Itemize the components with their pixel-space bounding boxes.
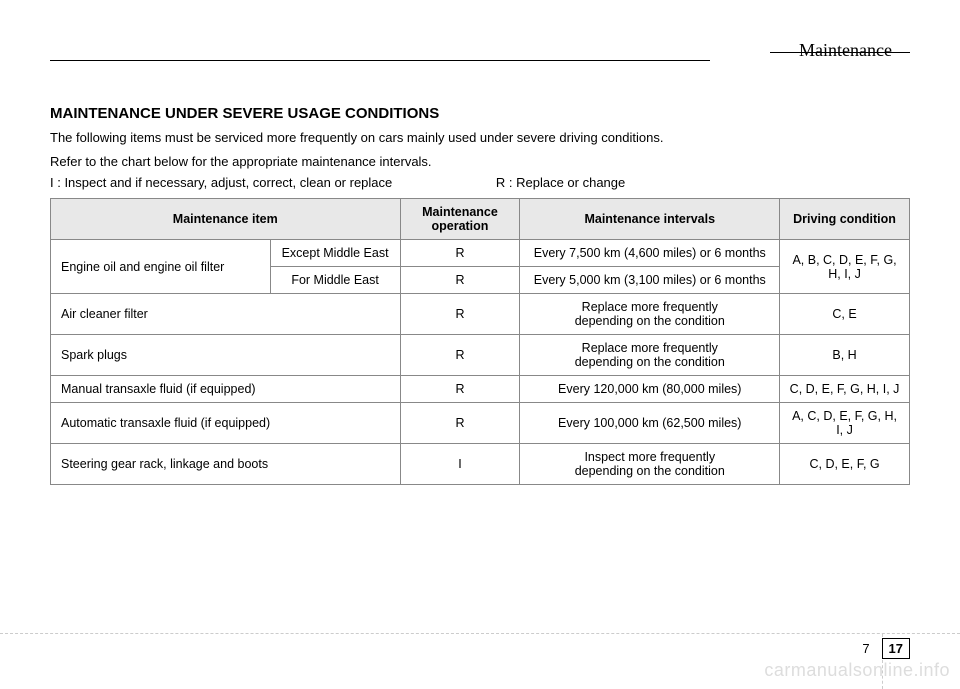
cell-item: Spark plugs [51, 335, 401, 376]
cell-operation: I [400, 444, 520, 485]
cell-item: Air cleaner filter [51, 294, 401, 335]
table-row: Engine oil and engine oil filter Except … [51, 240, 910, 267]
cell-item: Engine oil and engine oil filter [51, 240, 271, 294]
watermark: carmanualsonline.info [764, 660, 950, 681]
cell-condition: C, D, E, F, G [780, 444, 910, 485]
th-condition: Driving condition [780, 199, 910, 240]
th-intervals: Maintenance intervals [520, 199, 780, 240]
cell-interval-text: Inspect more frequently depending on the… [575, 450, 725, 478]
legend-inspect: I : Inspect and if necessary, adjust, co… [50, 175, 392, 190]
cell-operation: R [400, 403, 520, 444]
cell-item: Automatic transaxle fluid (if equipped) [51, 403, 401, 444]
th-operation: Maintenance operation [400, 199, 520, 240]
cell-interval: Replace more frequently depending on the… [520, 294, 780, 335]
legend-replace: R : Replace or change [496, 175, 625, 190]
footer-dashed-rule [0, 633, 960, 634]
cell-operation: R [400, 240, 520, 267]
intro-line-2: Refer to the chart below for the appropr… [50, 152, 910, 172]
intro-line-1: The following items must be serviced mor… [50, 128, 910, 148]
cell-operation: R [400, 294, 520, 335]
table-row: Air cleaner filter R Replace more freque… [51, 294, 910, 335]
header-rule-right [770, 52, 910, 53]
cell-condition: A, C, D, E, F, G, H, I, J [780, 403, 910, 444]
maintenance-table: Maintenance item Maintenance operation M… [50, 198, 910, 485]
cell-item: Steering gear rack, linkage and boots [51, 444, 401, 485]
cell-interval: Replace more frequently depending on the… [520, 335, 780, 376]
cell-condition: A, B, C, D, E, F, G, H, I, J [780, 240, 910, 294]
table-row: Spark plugs R Replace more frequently de… [51, 335, 910, 376]
cell-interval: Every 7,500 km (4,600 miles) or 6 months [520, 240, 780, 267]
table-row: Manual transaxle fluid (if equipped) R E… [51, 376, 910, 403]
cell-interval: Every 120,000 km (80,000 miles) [520, 376, 780, 403]
cell-operation: R [400, 335, 520, 376]
th-operation-text: Maintenance operation [422, 205, 498, 233]
header-rule-left [50, 60, 710, 61]
page-number: 17 [882, 638, 910, 659]
cell-condition: C, E [780, 294, 910, 335]
th-item: Maintenance item [51, 199, 401, 240]
table-header-row: Maintenance item Maintenance operation M… [51, 199, 910, 240]
cell-condition: B, H [780, 335, 910, 376]
cell-operation: R [400, 267, 520, 294]
cell-interval: Every 5,000 km (3,100 miles) or 6 months [520, 267, 780, 294]
cell-condition: C, D, E, F, G, H, I, J [780, 376, 910, 403]
page-footer: 7 17 [862, 638, 910, 659]
cell-interval: Every 100,000 km (62,500 miles) [520, 403, 780, 444]
table-row: Automatic transaxle fluid (if equipped) … [51, 403, 910, 444]
cell-operation: R [400, 376, 520, 403]
legend-row: I : Inspect and if necessary, adjust, co… [50, 175, 910, 190]
cell-subitem: Except Middle East [270, 240, 400, 267]
cell-interval-text: Replace more frequently depending on the… [575, 300, 725, 328]
chapter-number: 7 [862, 641, 869, 656]
table-row: Steering gear rack, linkage and boots I … [51, 444, 910, 485]
page-header: Maintenance [50, 40, 910, 75]
cell-interval: Inspect more frequently depending on the… [520, 444, 780, 485]
cell-subitem: For Middle East [270, 267, 400, 294]
main-heading: MAINTENANCE UNDER SEVERE USAGE CONDITION… [50, 105, 910, 122]
cell-item: Manual transaxle fluid (if equipped) [51, 376, 401, 403]
section-title: Maintenance [791, 40, 900, 61]
cell-interval-text: Replace more frequently depending on the… [575, 341, 725, 369]
